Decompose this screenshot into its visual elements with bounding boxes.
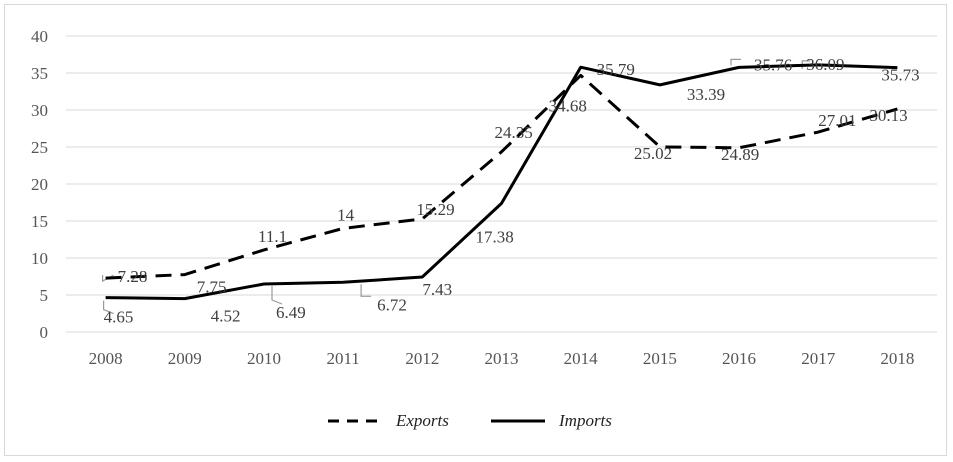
data-label-imports: 4.52 xyxy=(211,307,241,326)
y-tick-label: 40 xyxy=(31,27,48,46)
data-label-imports: 35.76 xyxy=(754,55,792,74)
data-label-exports: 34.68 xyxy=(549,96,587,115)
x-tick-label: 2012 xyxy=(405,349,439,368)
y-tick-label: 35 xyxy=(31,64,48,83)
data-label-exports: 27.01 xyxy=(818,111,856,130)
chart-frame xyxy=(4,4,947,456)
data-label-exports: 7.75 xyxy=(197,278,227,297)
x-tick-label: 2013 xyxy=(485,349,519,368)
data-label-imports: 4.65 xyxy=(104,308,134,327)
data-label-exports: 15.29 xyxy=(416,200,454,219)
data-label-imports: 6.72 xyxy=(377,295,407,314)
x-tick-label: 2015 xyxy=(643,349,677,368)
y-tick-label: 0 xyxy=(40,323,49,342)
y-tick-label: 10 xyxy=(31,249,48,268)
data-label-imports: 17.38 xyxy=(476,227,514,246)
legend-label-imports: Imports xyxy=(558,411,612,430)
leader-line xyxy=(730,58,741,66)
data-label-exports: 7.28 xyxy=(118,267,148,286)
y-tick-label: 25 xyxy=(31,138,48,157)
data-label-imports: 7.43 xyxy=(422,280,452,299)
series-line-exports xyxy=(105,73,898,280)
legend-label-exports: Exports xyxy=(395,411,449,430)
data-label-imports: 6.49 xyxy=(276,303,306,322)
x-tick-label: 2014 xyxy=(564,349,599,368)
data-label-exports: 24.35 xyxy=(495,123,533,142)
x-axis-ticks: 2008 2009 2010 2011 2012 2013 2014 2015 2016 2017… xyxy=(89,349,915,368)
y-axis-ticks: 0 5 10 15 20 25 30 35 40 xyxy=(31,27,48,342)
leader-line xyxy=(271,286,283,305)
data-label-imports: 35.79 xyxy=(597,60,635,79)
y-tick-label: 5 xyxy=(40,286,49,305)
label-leader-lines xyxy=(101,58,811,315)
series-lines xyxy=(105,63,898,301)
data-labels: 7.28 7.75 11.1 14 15.29 24.35 34.68 25.02 24.89 2… xyxy=(104,55,920,327)
data-label-exports: 30.13 xyxy=(869,106,907,125)
x-tick-label: 2016 xyxy=(722,349,756,368)
data-label-imports: 36.09 xyxy=(806,55,844,74)
legend: Exports Imports xyxy=(328,411,612,430)
y-tick-label: 30 xyxy=(31,101,48,120)
x-tick-label: 2011 xyxy=(326,349,359,368)
x-tick-label: 2018 xyxy=(880,349,914,368)
data-label-imports: 33.39 xyxy=(687,85,725,104)
y-tick-label: 20 xyxy=(31,175,48,194)
x-tick-label: 2008 xyxy=(89,349,123,368)
x-tick-label: 2017 xyxy=(801,349,836,368)
y-tick-label: 15 xyxy=(31,212,48,231)
data-label-imports: 35.73 xyxy=(881,66,919,85)
leader-line xyxy=(360,284,372,297)
x-tick-label: 2009 xyxy=(168,349,202,368)
data-label-exports: 25.02 xyxy=(634,144,672,163)
leader-line xyxy=(102,300,114,315)
data-label-exports: 11.1 xyxy=(258,227,287,246)
x-tick-label: 2010 xyxy=(247,349,281,368)
series-line-imports xyxy=(105,63,898,301)
data-label-exports: 14 xyxy=(337,205,355,224)
data-label-exports: 24.89 xyxy=(721,145,759,164)
